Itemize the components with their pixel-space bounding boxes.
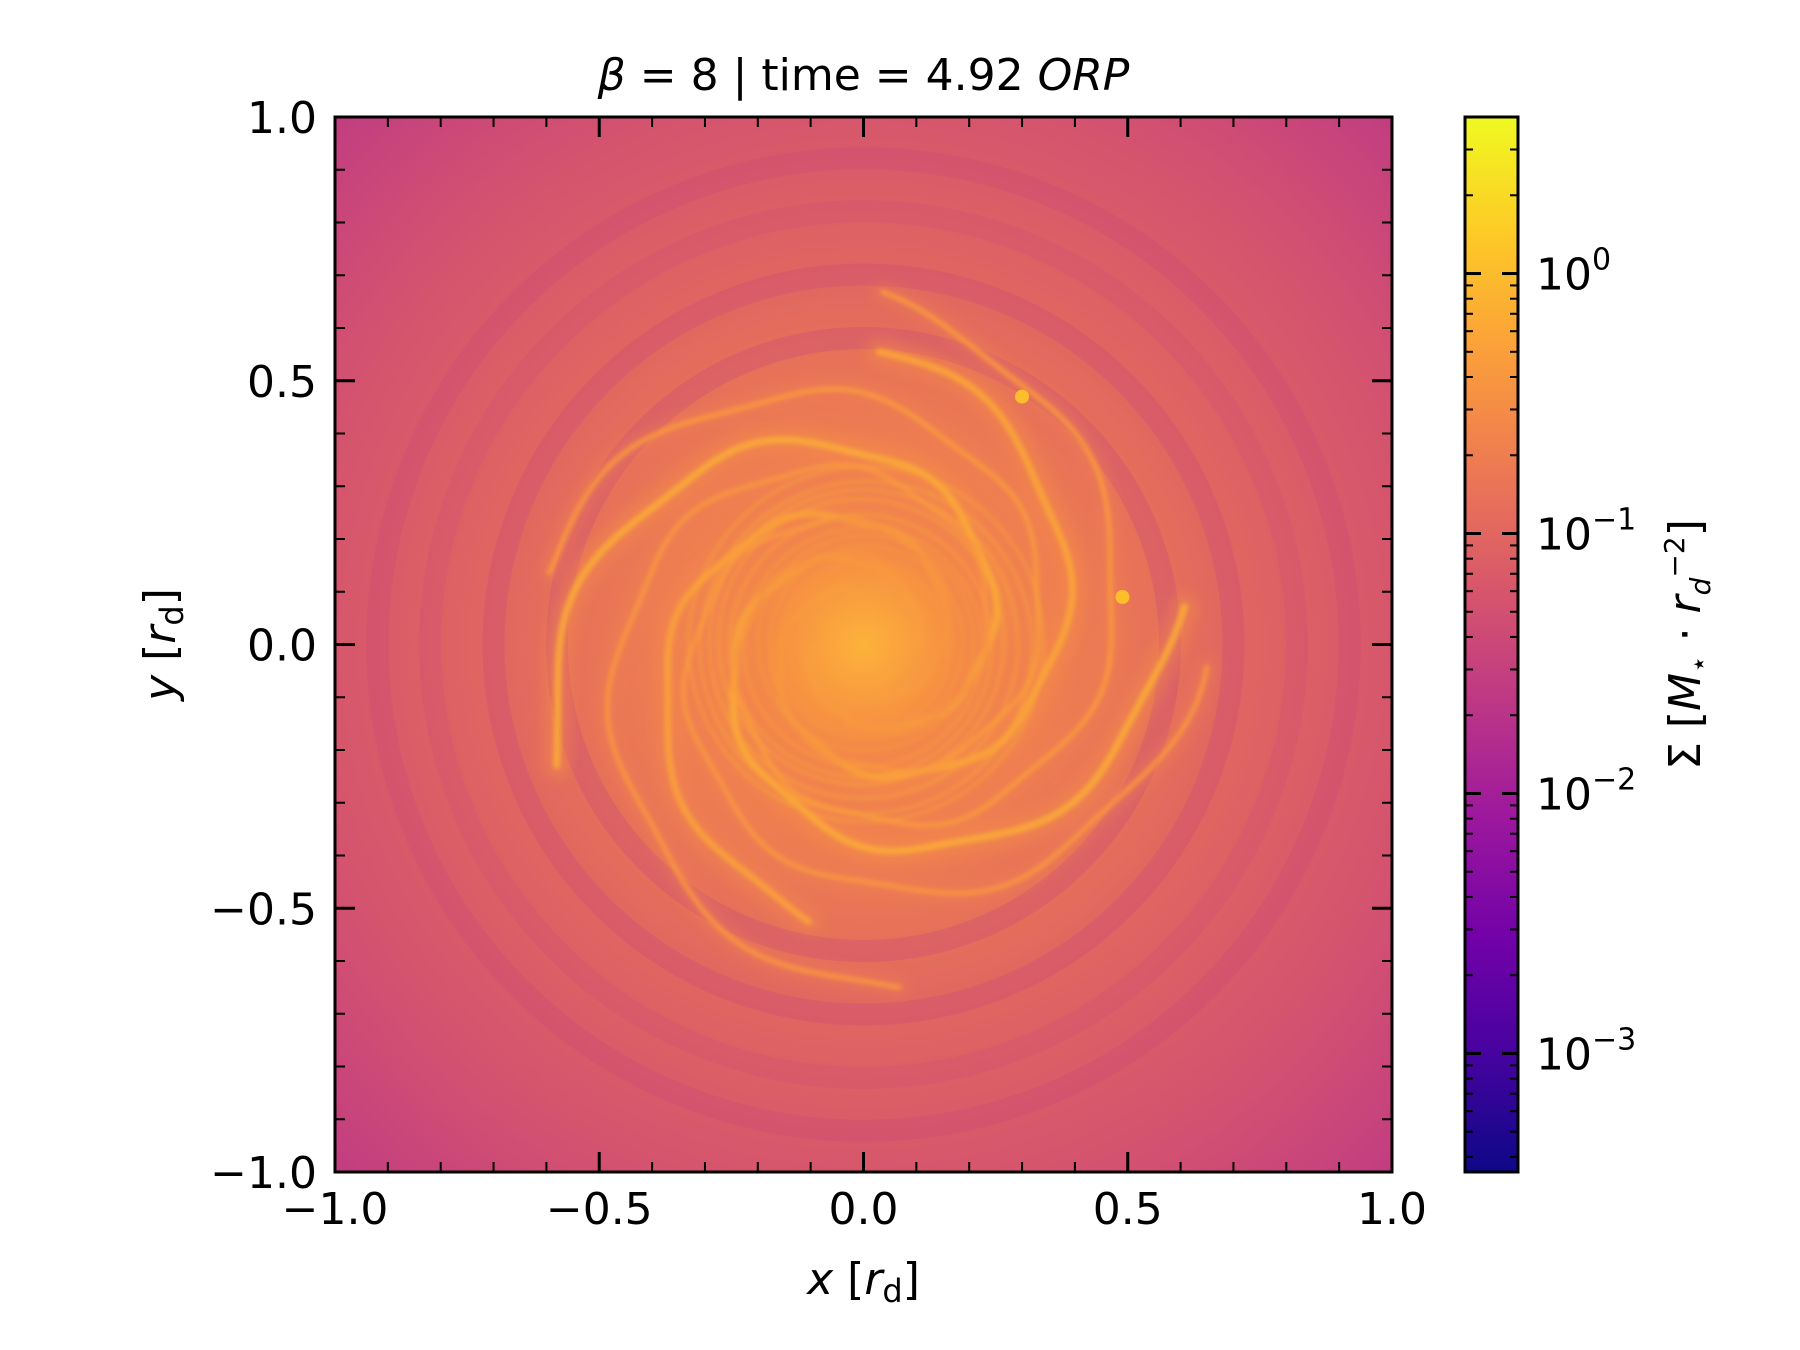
density-ring (419, 200, 1308, 1089)
inner-filament (707, 488, 1020, 800)
title-value: = 8 | time = 4.92 (626, 50, 1038, 101)
y-tick-labels: −1.0 −0.5 0.0 0.5 1.0 (210, 93, 317, 1199)
y-tick-label: −0.5 (210, 884, 317, 935)
density-ring (366, 147, 1361, 1142)
disk-core (726, 507, 1001, 782)
inner-filament (698, 480, 1034, 815)
colorbar-tick-label: 10−3 (1536, 1022, 1636, 1080)
inner-filament (717, 497, 1005, 786)
x-axis-label: x [rd] (805, 1254, 920, 1310)
y-tick-label: 0.0 (247, 621, 317, 672)
y-axis-label: y [rd] (135, 588, 191, 703)
clump (1115, 590, 1130, 605)
title-time-unit: ORP (1038, 50, 1130, 101)
chart-title: β = 8 | time = 4.92 ORP (597, 50, 1130, 101)
colorbar-frame (1463, 115, 1520, 1174)
density-ring (482, 263, 1245, 1026)
y-tick-label: 0.5 (247, 357, 317, 408)
x-tick-label: 0.0 (829, 1184, 899, 1235)
colorbar-ticks (1465, 116, 1518, 1158)
inner-filament (687, 465, 1046, 824)
x-tick-labels: −1.0 −0.5 0.0 0.5 1.0 (282, 1184, 1427, 1235)
title-beta-symbol: β (597, 50, 626, 101)
colorbar-tick-label: 100 (1536, 243, 1611, 301)
x-tick-label: −1.0 (282, 1184, 389, 1235)
x-tick-label: 1.0 (1357, 1184, 1427, 1235)
clump (1015, 389, 1030, 404)
colorbar (1465, 117, 1518, 1172)
axis-ticks (333, 115, 1394, 1174)
y-tick-label: −1.0 (210, 1148, 317, 1199)
density-clumps (1015, 389, 1130, 605)
x-tick-label: −0.5 (546, 1184, 653, 1235)
colorbar-label: Σ [M⋆ · rd−2] (1658, 519, 1717, 770)
x-tick-label: 0.5 (1093, 1184, 1163, 1235)
colorbar-tick-label: 10−1 (1536, 503, 1636, 561)
y-tick-label: 1.0 (247, 93, 317, 144)
colorbar-tick-labels: 10−3 10−2 10−1 100 (1536, 243, 1636, 1081)
heatmap-image (335, 117, 1392, 1172)
colorbar-tick-label: 10−2 (1536, 762, 1636, 820)
